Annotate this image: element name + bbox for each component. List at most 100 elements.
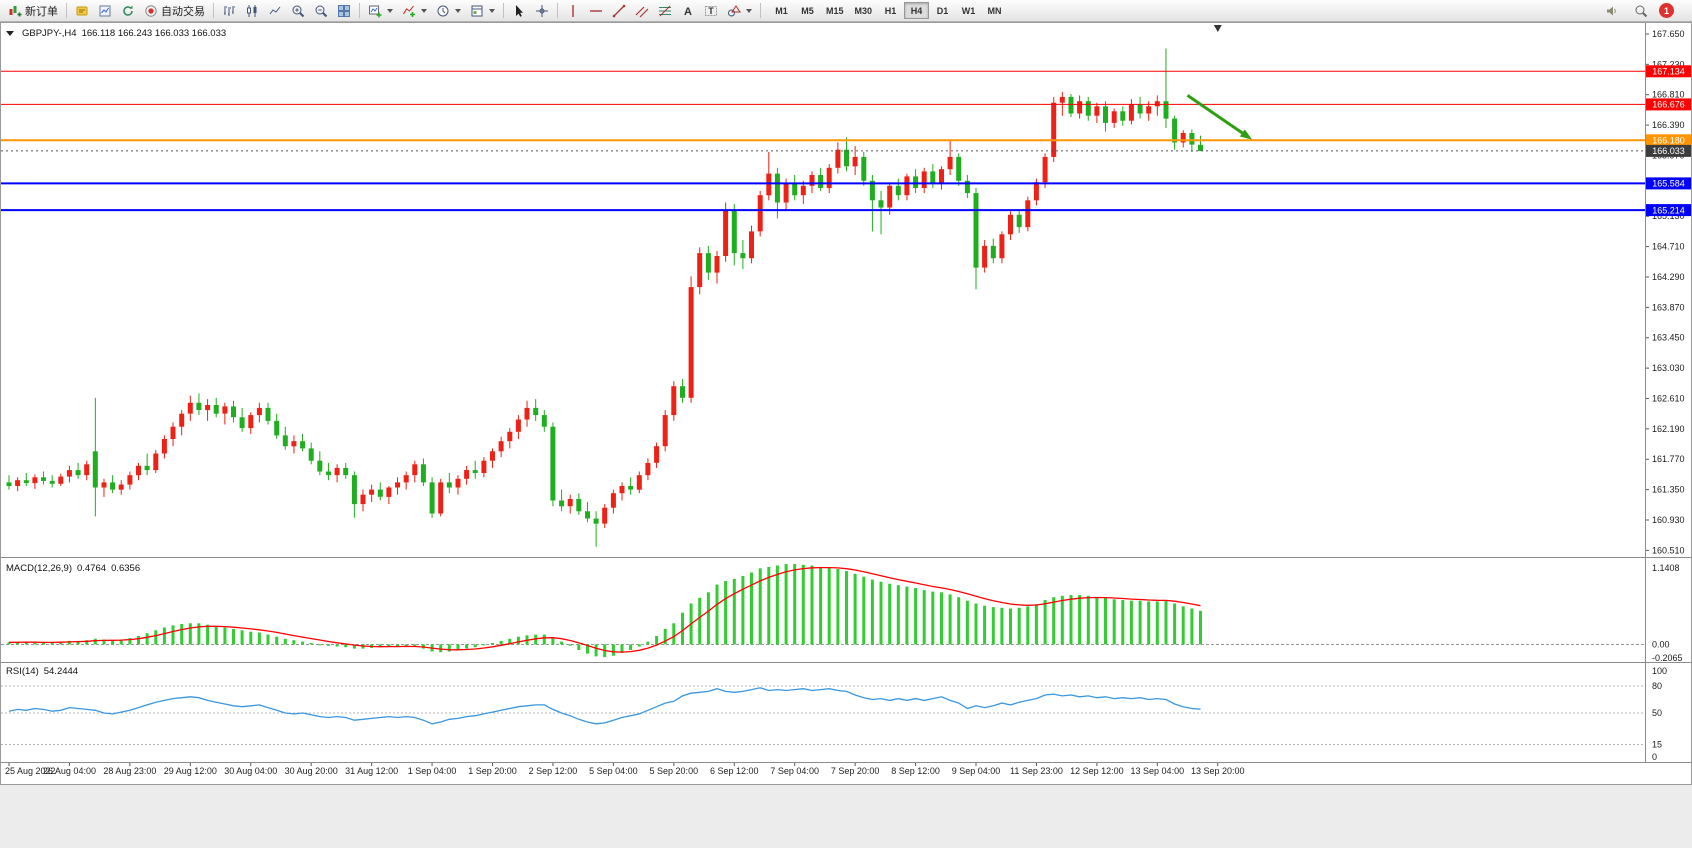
trend-arrow-annotation[interactable] (1186, 94, 1250, 139)
macd-bar (724, 581, 728, 645)
alerts-button[interactable] (1601, 1, 1623, 20)
timeframe-button-m30[interactable]: M30 (850, 2, 878, 19)
toolbar-right-group: 1 (1601, 1, 1688, 20)
macd-bar (1017, 607, 1021, 645)
timeframe-button-m15[interactable]: M15 (821, 2, 849, 19)
periods-clock-icon (437, 5, 449, 16)
timeframe-button-h4[interactable]: H4 (904, 2, 930, 19)
price-axis[interactable]: 167.650167.230166.810166.390165.970165.5… (1645, 29, 1685, 555)
candle-body (852, 156, 858, 167)
candle-body (869, 180, 875, 201)
price-chart[interactable]: 167.650167.230166.810166.390165.970165.5… (1, 23, 1691, 784)
timeframe-button-mn[interactable]: MN (982, 2, 1007, 19)
trendline-button[interactable] (608, 1, 630, 20)
chart-background (1, 23, 1691, 784)
fibonacci-button[interactable] (654, 1, 676, 20)
macd-bar (378, 644, 382, 648)
time-tick-label: 5 Sep 04:00 (589, 766, 638, 776)
line-chart-button[interactable] (264, 1, 286, 20)
candle-body (49, 480, 55, 484)
search-button[interactable] (1630, 1, 1652, 20)
text-button[interactable]: A (677, 1, 699, 20)
candlestick-chart-button[interactable] (241, 1, 263, 20)
vertical-line-button[interactable] (562, 1, 584, 20)
candle-body (895, 185, 901, 196)
timeframe-button-m1[interactable]: M1 (769, 2, 794, 19)
candle-body (999, 234, 1005, 259)
indicators-button[interactable] (398, 1, 431, 20)
price-level-badge-bg (1646, 134, 1691, 147)
candle-body (507, 431, 513, 442)
macd-signal-line (9, 566, 1201, 653)
macd-bar (1121, 600, 1125, 645)
macd-bar (819, 566, 823, 645)
rsi-axis-label: 0 (1652, 752, 1657, 762)
candle-body (205, 405, 211, 411)
macd-bar (1181, 606, 1185, 645)
macd-bar (275, 636, 279, 645)
bar-chart-button[interactable] (218, 1, 240, 20)
macd-bar (257, 632, 261, 645)
macd-axis-label: -0.2065 (1652, 653, 1683, 663)
timeframe-button-d1[interactable]: D1 (930, 2, 955, 19)
candle-body (982, 245, 988, 268)
candle-body (153, 453, 159, 471)
equidistant-channel-button[interactable] (631, 1, 653, 20)
price-tick-label: 164.710 (1652, 242, 1685, 252)
templates-button[interactable] (466, 1, 499, 20)
candle-body (740, 253, 746, 259)
price-level-badge-label: 167.134 (1652, 67, 1685, 77)
macd-bar (888, 583, 892, 645)
macd-bar (249, 631, 253, 645)
candle-body (196, 402, 202, 410)
zoom-in-button[interactable] (287, 1, 309, 20)
macd-bar (827, 567, 831, 645)
candlestick-series (6, 48, 1203, 547)
macd-bar (197, 623, 201, 645)
candle-body (282, 435, 288, 447)
timeframe-button-m5[interactable]: M5 (795, 2, 820, 19)
cursor-button[interactable] (508, 1, 530, 20)
new-chart-button[interactable] (364, 1, 397, 20)
candle-body (800, 185, 806, 196)
macd-bar (551, 637, 555, 645)
timeframe-button-h1[interactable]: H1 (878, 2, 903, 19)
macd-bar (491, 643, 494, 645)
toolbar-separator (359, 3, 360, 18)
periods-button[interactable] (432, 1, 465, 20)
macd-bar (7, 642, 11, 645)
candle-body (377, 489, 383, 497)
auto-trading-button[interactable]: 自动交易 (140, 1, 209, 20)
candle-body (887, 185, 893, 208)
text-label-button[interactable]: T (700, 1, 722, 20)
chart-shift-marker[interactable] (1213, 25, 1222, 32)
new-order-button[interactable]: 新订单 (4, 1, 62, 20)
speaker-icon (1607, 6, 1616, 15)
macd-bar (586, 644, 589, 654)
line-chart-icon (269, 6, 281, 14)
candle-body (1033, 182, 1039, 201)
svg-text:T: T (708, 6, 714, 16)
macd-bar (473, 644, 477, 648)
market-watch-button[interactable] (94, 1, 116, 20)
price-tick-label: 161.770 (1652, 454, 1685, 464)
macd-bar (957, 597, 961, 645)
timeframe-button-w1[interactable]: W1 (956, 2, 981, 19)
tile-windows-button[interactable] (333, 1, 355, 20)
price-tick-label: 166.390 (1652, 120, 1685, 130)
candle-body (490, 451, 495, 461)
candle-body (144, 465, 150, 471)
refresh-button[interactable] (117, 1, 139, 20)
vertical-line-icon (572, 4, 574, 17)
chart-dropdown-caret[interactable] (6, 31, 14, 36)
time-tick-label: 13 Sep 20:00 (1191, 766, 1245, 776)
arrows-shapes-button[interactable] (723, 1, 756, 20)
zoom-out-button[interactable] (310, 1, 332, 20)
metaeditor-button[interactable] (71, 1, 93, 20)
candle-body (15, 480, 21, 486)
notification-badge[interactable]: 1 (1659, 3, 1674, 18)
horizontal-line-button[interactable] (585, 1, 607, 20)
crosshair-button[interactable] (531, 1, 553, 20)
macd-bar (1173, 603, 1177, 645)
